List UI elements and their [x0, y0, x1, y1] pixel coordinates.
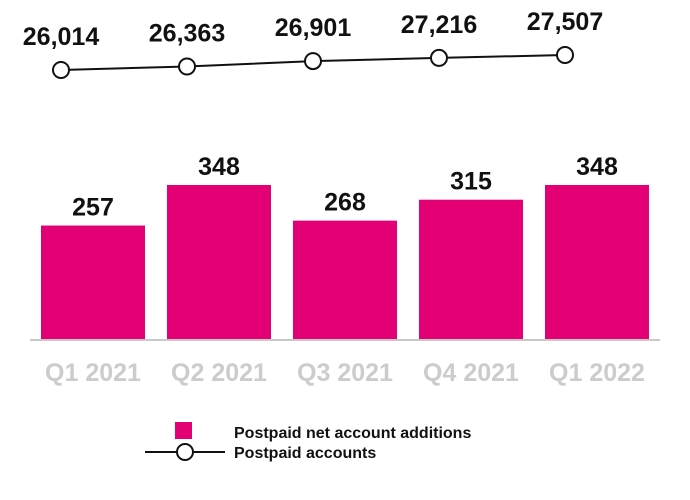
- line-series: [52, 46, 574, 79]
- bar-series: [41, 185, 649, 340]
- x-tick-label: Q1 2022: [549, 359, 645, 387]
- line-point: [430, 48, 448, 67]
- legend: Postpaid net account additions Postpaid …: [145, 422, 471, 462]
- line-point: [304, 52, 322, 71]
- bar-data-labels: 257 348 268 315 348: [72, 153, 618, 222]
- bar: [545, 185, 649, 340]
- legend-label-line: Postpaid accounts: [234, 445, 376, 462]
- line-data-label: 27,216: [401, 11, 477, 39]
- bar: [167, 185, 271, 340]
- x-tick-label: Q1 2021: [45, 359, 141, 387]
- bar-data-label: 268: [324, 189, 366, 217]
- line-data-label: 26,014: [23, 23, 100, 51]
- line-data-label: 27,507: [527, 8, 603, 36]
- bar-data-label: 315: [450, 168, 492, 196]
- x-axis-tick-labels: Q1 2021 Q2 2021 Q3 2021 Q4 2021 Q1 2022: [45, 359, 645, 387]
- bar-data-label: 257: [72, 194, 114, 222]
- line-point: [52, 61, 70, 79]
- bar-data-label: 348: [198, 153, 240, 181]
- legend-swatch-marker: [176, 443, 194, 461]
- x-tick-label: Q2 2021: [171, 359, 267, 387]
- legend-label-bar: Postpaid net account additions: [234, 425, 471, 442]
- line-data-label: 26,901: [275, 14, 352, 42]
- x-tick-label: Q3 2021: [297, 359, 393, 387]
- legend-swatch-bar: [175, 422, 192, 439]
- line-data-label: 26,363: [149, 19, 225, 47]
- bar: [41, 225, 145, 340]
- line-data-labels: 26,014 26,363 26,901 27,216 27,507: [23, 8, 603, 51]
- line-point: [556, 46, 574, 64]
- x-tick-label: Q4 2021: [423, 359, 519, 387]
- bar-data-label: 348: [576, 153, 618, 181]
- bar: [293, 220, 397, 340]
- line-point: [178, 57, 196, 76]
- bar: [419, 199, 523, 340]
